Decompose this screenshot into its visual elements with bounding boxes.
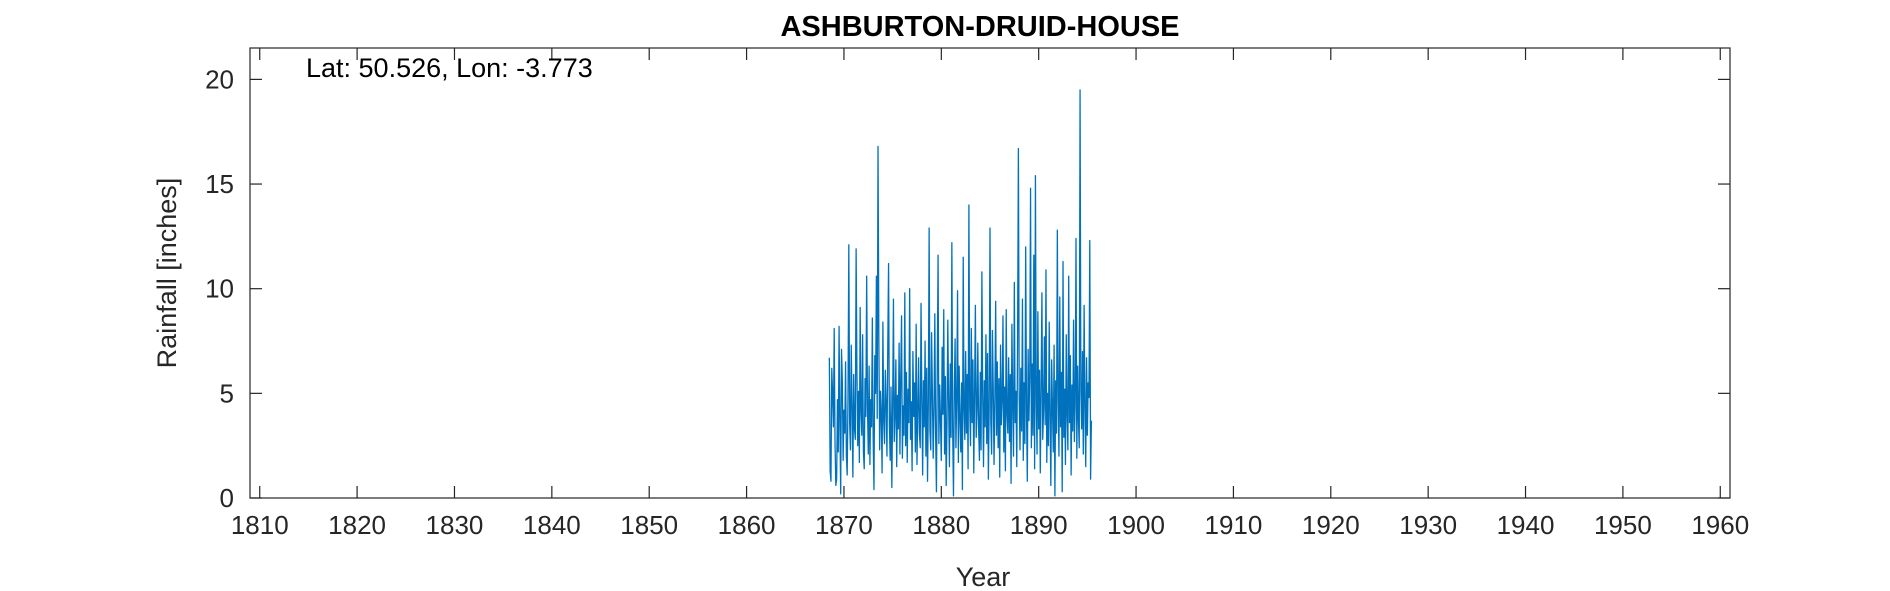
y-tick-label: 15 (205, 169, 234, 199)
x-axis: 1810 1820 1830 1840 1850 1860 1870 1880 1890 1900… (231, 48, 1749, 540)
location-annotation: Lat: 50.526, Lon: -3.773 (306, 53, 593, 83)
x-tick-label: 1860 (718, 510, 776, 540)
x-tick-label: 1840 (523, 510, 581, 540)
y-tick-label: 20 (205, 64, 234, 94)
chart-title: ASHBURTON-DRUID-HOUSE (780, 11, 1179, 43)
x-tick-label: 1850 (620, 510, 678, 540)
x-tick-label: 1900 (1107, 510, 1165, 540)
rainfall-series-line (828, 89, 1093, 497)
y-axis-label: Rainfall [inches] (152, 178, 182, 369)
y-tick-label: 10 (205, 274, 234, 304)
x-tick-label: 1820 (328, 510, 386, 540)
y-tick-label: 5 (220, 378, 234, 408)
x-tick-label: 1940 (1497, 510, 1555, 540)
x-tick-label: 1870 (815, 510, 873, 540)
x-tick-label: 1810 (231, 510, 289, 540)
x-tick-label: 1910 (1204, 510, 1262, 540)
x-tick-label: 1950 (1594, 510, 1652, 540)
y-tick-label: 0 (220, 483, 234, 513)
x-tick-label: 1830 (426, 510, 484, 540)
x-tick-label: 1920 (1302, 510, 1360, 540)
x-axis-label: Year (956, 562, 1011, 591)
x-tick-label: 1960 (1691, 510, 1749, 540)
y-axis: 0 5 10 15 20 (205, 64, 1730, 513)
series-layer (828, 89, 1093, 497)
x-tick-label: 1880 (912, 510, 970, 540)
x-tick-label: 1930 (1399, 510, 1457, 540)
x-tick-label: 1890 (1010, 510, 1068, 540)
